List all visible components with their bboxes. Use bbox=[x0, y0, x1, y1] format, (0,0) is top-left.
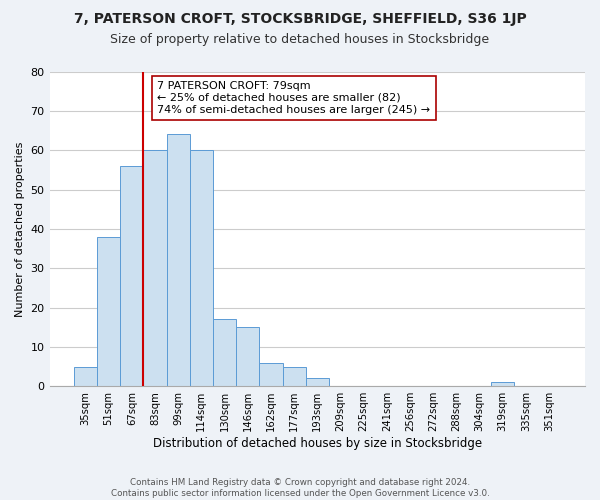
Bar bbox=[236, 327, 259, 386]
Y-axis label: Number of detached properties: Number of detached properties bbox=[15, 141, 25, 316]
Text: 7 PATERSON CROFT: 79sqm
← 25% of detached houses are smaller (82)
74% of semi-de: 7 PATERSON CROFT: 79sqm ← 25% of detache… bbox=[157, 82, 430, 114]
Text: 7, PATERSON CROFT, STOCKSBRIDGE, SHEFFIELD, S36 1JP: 7, PATERSON CROFT, STOCKSBRIDGE, SHEFFIE… bbox=[74, 12, 526, 26]
Bar bbox=[120, 166, 143, 386]
Text: Size of property relative to detached houses in Stocksbridge: Size of property relative to detached ho… bbox=[110, 32, 490, 46]
Bar bbox=[167, 134, 190, 386]
Bar bbox=[143, 150, 167, 386]
Bar bbox=[74, 366, 97, 386]
Bar bbox=[213, 320, 236, 386]
Bar bbox=[491, 382, 514, 386]
Bar bbox=[97, 236, 120, 386]
Text: Contains HM Land Registry data © Crown copyright and database right 2024.
Contai: Contains HM Land Registry data © Crown c… bbox=[110, 478, 490, 498]
X-axis label: Distribution of detached houses by size in Stocksbridge: Distribution of detached houses by size … bbox=[153, 437, 482, 450]
Bar bbox=[305, 378, 329, 386]
Bar bbox=[283, 366, 305, 386]
Bar bbox=[190, 150, 213, 386]
Bar bbox=[259, 362, 283, 386]
